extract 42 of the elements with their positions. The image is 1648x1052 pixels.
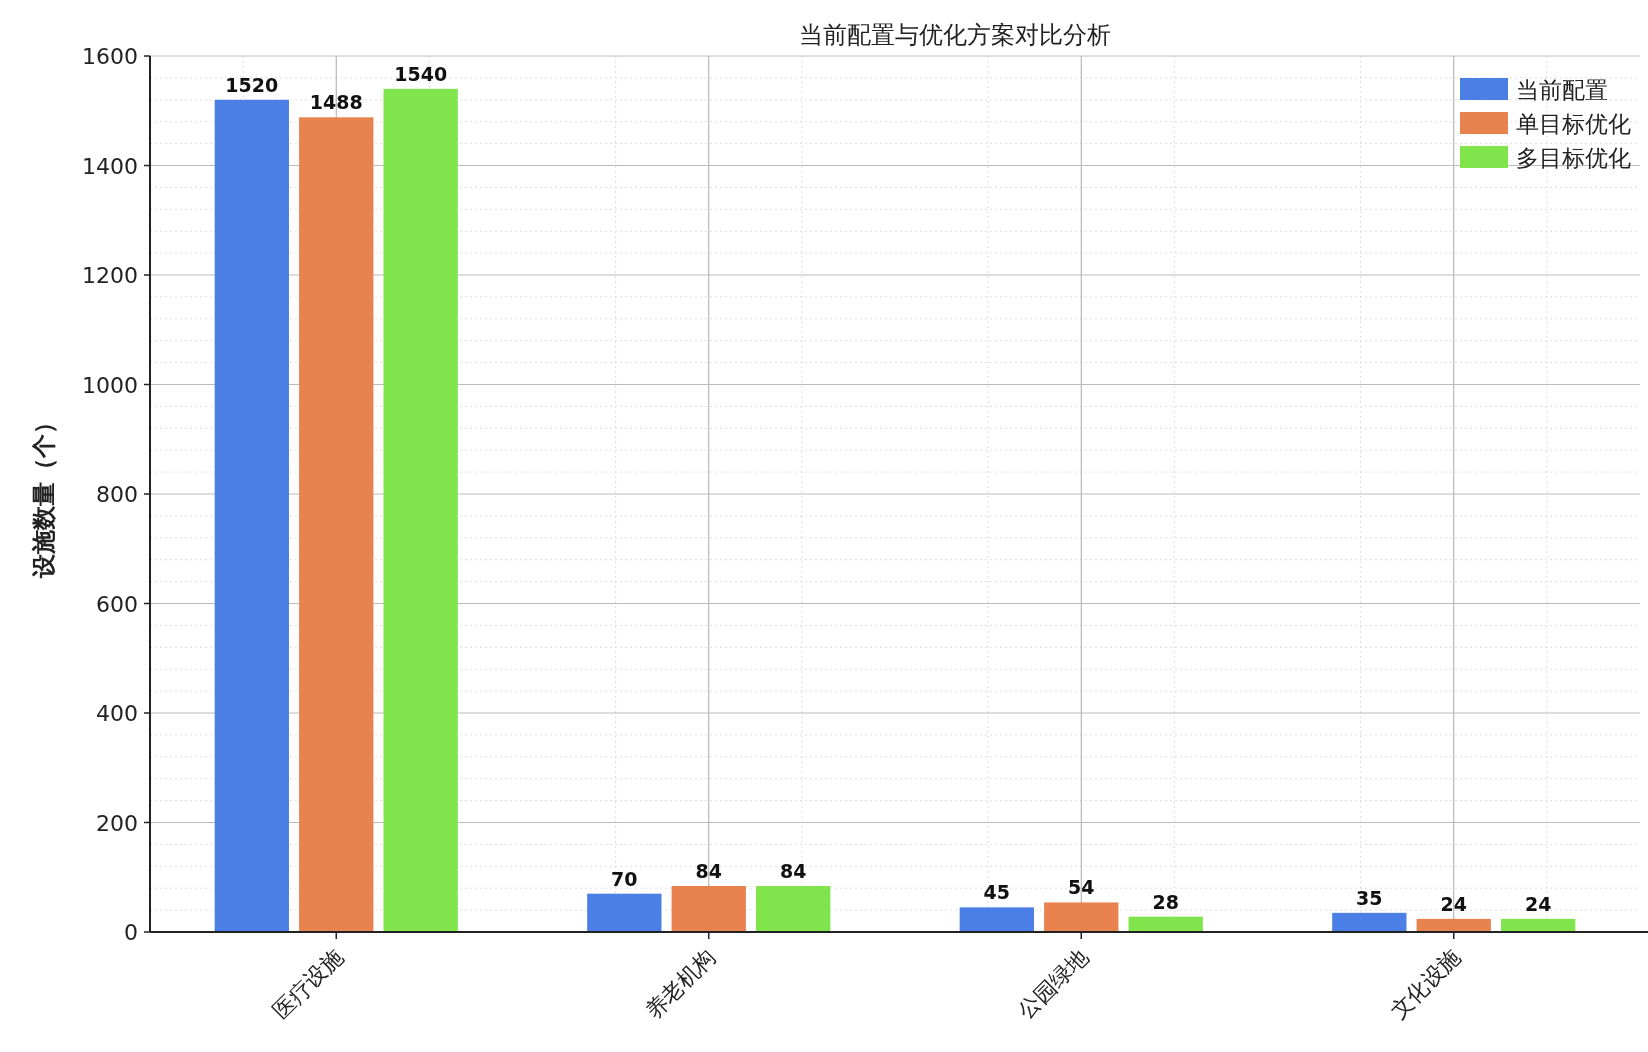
bar <box>756 886 831 932</box>
bar <box>1128 916 1203 932</box>
data-label: 1488 <box>309 91 363 114</box>
legend-label: 当前配置 <box>1516 77 1608 103</box>
data-label: 84 <box>779 860 807 883</box>
data-label: 24 <box>1440 892 1467 915</box>
data-label: 45 <box>983 881 1011 904</box>
y-axis-title: 设施数量（个） <box>30 410 58 579</box>
legend-label: 多目标优化 <box>1516 145 1631 171</box>
bar <box>383 88 458 932</box>
bar <box>1332 912 1407 932</box>
bar <box>1416 918 1491 932</box>
x-tick-label: 文化设施 <box>1385 943 1466 1024</box>
data-label: 35 <box>1356 886 1383 909</box>
data-label: 24 <box>1524 892 1552 915</box>
bar <box>1501 918 1576 932</box>
chart-title: 当前配置与优化方案对比分析 <box>799 21 1111 49</box>
data-label: 1540 <box>394 62 448 85</box>
y-tick-label: 1400 <box>82 153 138 179</box>
y-tick-label: 400 <box>96 701 138 726</box>
data-label: 28 <box>1152 890 1179 913</box>
x-tick-label: 医疗设施 <box>267 943 348 1024</box>
data-label: 70 <box>611 867 638 890</box>
data-label: 1520 <box>225 73 279 96</box>
y-tick-label: 200 <box>96 810 138 836</box>
y-tick-label: 1200 <box>82 263 138 288</box>
y-tick-label: 600 <box>96 591 138 617</box>
y-tick-label: 800 <box>96 482 138 507</box>
bar <box>1044 902 1119 932</box>
data-label: 54 <box>1068 876 1095 899</box>
x-tick-label: 养老机构 <box>640 943 721 1024</box>
x-tick-label: 公园绿地 <box>1012 943 1093 1024</box>
bar <box>299 117 374 932</box>
y-tick-label: 1600 <box>82 44 138 69</box>
bar <box>587 893 662 932</box>
bar <box>959 907 1034 932</box>
bar <box>671 886 746 932</box>
legend-label: 单目标优化 <box>1516 111 1631 137</box>
bar <box>214 99 289 932</box>
y-tick-label: 1000 <box>82 372 138 398</box>
data-label: 84 <box>695 860 722 883</box>
y-tick-label: 0 <box>124 920 138 945</box>
